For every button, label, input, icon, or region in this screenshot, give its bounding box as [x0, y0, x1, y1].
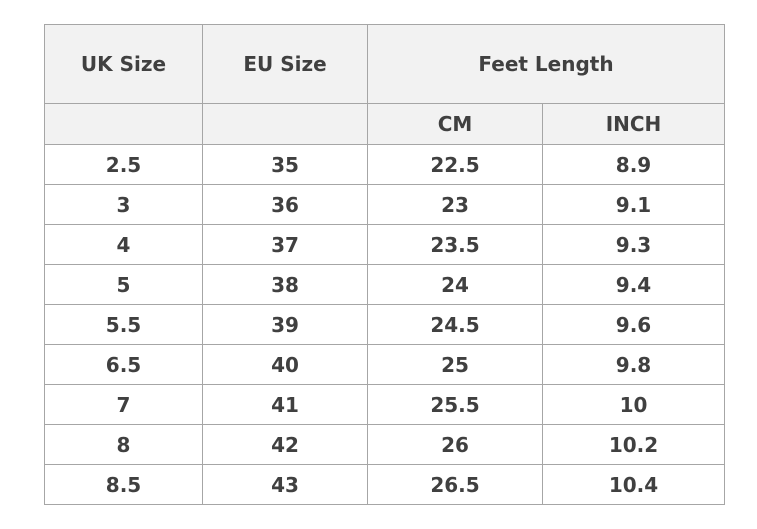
- data-cell: 42: [202, 424, 368, 465]
- data-cell: 5: [44, 264, 203, 305]
- data-cell: 9.8: [542, 344, 725, 385]
- data-cell: 25.5: [367, 384, 543, 425]
- data-cell: 39: [202, 304, 368, 345]
- data-row: 6.5 40 25 9.8: [44, 344, 725, 385]
- table-body: 2.5 35 22.5 8.9 3 36 23 9.1 4 37 23.5 9.3 5 38 24 9.4 5.…: [44, 144, 725, 505]
- data-cell: 9.6: [542, 304, 725, 345]
- data-cell: 6.5: [44, 344, 203, 385]
- data-cell: 25: [367, 344, 543, 385]
- header-cell: EU Size: [202, 24, 368, 104]
- data-cell: 7: [44, 384, 203, 425]
- data-cell: 22.5: [367, 144, 543, 185]
- data-cell: 9.3: [542, 224, 725, 265]
- empty-cell: [202, 103, 368, 145]
- data-row: 2.5 35 22.5 8.9: [44, 144, 725, 185]
- data-cell: 23.5: [367, 224, 543, 265]
- data-cell: 9.1: [542, 184, 725, 225]
- data-row: 4 37 23.5 9.3: [44, 224, 725, 265]
- data-cell: 4: [44, 224, 203, 265]
- data-cell: 24: [367, 264, 543, 305]
- data-cell: 41: [202, 384, 368, 425]
- subheader-cell: INCH: [542, 103, 725, 145]
- subheader-cell: CM: [367, 103, 543, 145]
- subheader-row: CM INCH: [44, 103, 725, 145]
- data-cell: 26: [367, 424, 543, 465]
- header-cell: UK Size: [44, 24, 203, 104]
- data-row: 8.5 43 26.5 10.4: [44, 464, 725, 505]
- data-cell: 10.4: [542, 464, 725, 505]
- empty-cell: [44, 103, 203, 145]
- data-cell: 2.5: [44, 144, 203, 185]
- data-cell: 10: [542, 384, 725, 425]
- data-cell: 40: [202, 344, 368, 385]
- data-row: 7 41 25.5 10: [44, 384, 725, 425]
- data-cell: 9.4: [542, 264, 725, 305]
- data-cell: 26.5: [367, 464, 543, 505]
- data-cell: 35: [202, 144, 368, 185]
- data-cell: 8.5: [44, 464, 203, 505]
- size-table: UK Size EU Size Feet Length CM INCH 2.5 3…: [44, 24, 725, 505]
- data-cell: 23: [367, 184, 543, 225]
- data-cell: 8.9: [542, 144, 725, 185]
- data-row: 5.5 39 24.5 9.6: [44, 304, 725, 345]
- data-cell: 3: [44, 184, 203, 225]
- data-cell: 36: [202, 184, 368, 225]
- data-cell: 24.5: [367, 304, 543, 345]
- data-row: 5 38 24 9.4: [44, 264, 725, 305]
- data-cell: 5.5: [44, 304, 203, 345]
- table-head: UK Size EU Size Feet Length CM INCH: [44, 24, 725, 145]
- data-row: 3 36 23 9.1: [44, 184, 725, 225]
- data-cell: 37: [202, 224, 368, 265]
- data-cell: 10.2: [542, 424, 725, 465]
- data-cell: 43: [202, 464, 368, 505]
- data-cell: 38: [202, 264, 368, 305]
- header-row: UK Size EU Size Feet Length: [44, 24, 725, 104]
- header-cell: Feet Length: [367, 24, 725, 104]
- data-row: 8 42 26 10.2: [44, 424, 725, 465]
- data-cell: 8: [44, 424, 203, 465]
